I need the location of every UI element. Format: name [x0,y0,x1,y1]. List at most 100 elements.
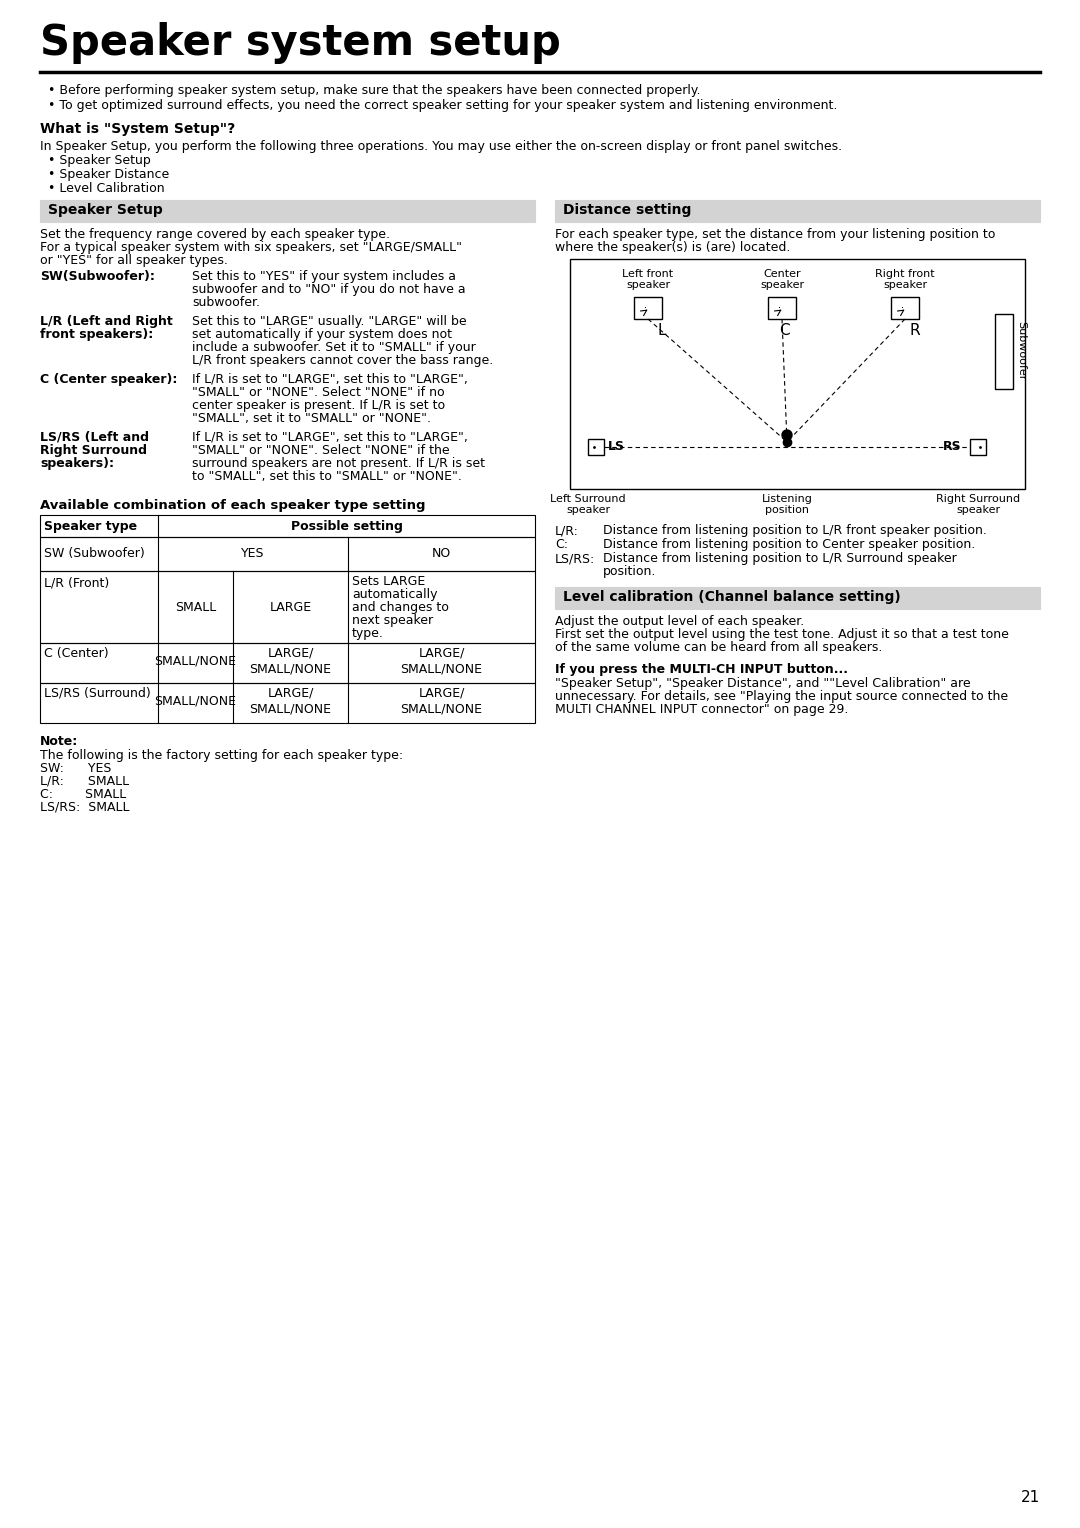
Text: automatically: automatically [352,588,437,601]
Text: SW:      YES: SW: YES [40,762,111,775]
Text: For each speaker type, set the distance from your listening position to: For each speaker type, set the distance … [555,228,996,241]
Text: Distance setting: Distance setting [563,203,691,217]
Text: • Speaker Distance: • Speaker Distance [48,168,170,180]
Text: If L/R is set to "LARGE", set this to "LARGE",: If L/R is set to "LARGE", set this to "L… [192,373,468,387]
Bar [768,296,796,319]
Text: of the same volume can be heard from all speakers.: of the same volume can be heard from all… [555,642,882,654]
Text: type.: type. [352,626,383,640]
Text: include a subwoofer. Set it to "SMALL" if your: include a subwoofer. Set it to "SMALL" i… [192,341,476,354]
Text: Speaker Setup: Speaker Setup [48,203,163,217]
Text: Right Surround: Right Surround [40,445,147,457]
Text: LARGE/
SMALL/NONE: LARGE/ SMALL/NONE [401,688,483,715]
Text: Left front: Left front [622,269,674,280]
Text: SW(Subwoofer):: SW(Subwoofer): [40,270,154,283]
Text: Level calibration (Channel balance setting): Level calibration (Channel balance setti… [563,590,901,604]
Text: LS/RS (Left and: LS/RS (Left and [40,431,149,445]
Bar [555,587,1040,610]
Text: MULTI CHANNEL INPUT connector" on page 29.: MULTI CHANNEL INPUT connector" on page 2… [555,703,849,717]
Text: surround speakers are not present. If L/R is set: surround speakers are not present. If L/… [192,457,485,471]
Text: or "YES" for all speaker types.: or "YES" for all speaker types. [40,254,228,267]
Text: Set this to "LARGE" usually. "LARGE" will be: Set this to "LARGE" usually. "LARGE" wil… [192,315,467,329]
Text: Note:: Note: [40,735,78,749]
Text: Set this to "YES" if your system includes a: Set this to "YES" if your system include… [192,270,456,283]
Text: SW (Subwoofer): SW (Subwoofer) [44,547,145,559]
Text: Right front: Right front [875,269,935,280]
Text: C:: C: [555,538,568,552]
Bar [40,643,535,683]
Text: If you press the MULTI-CH INPUT button...: If you press the MULTI-CH INPUT button..… [555,663,848,675]
Text: speakers):: speakers): [40,457,114,471]
Text: Subwoofer: Subwoofer [1016,321,1026,380]
Text: front speakers):: front speakers): [40,329,153,341]
Text: set automatically if your system does not: set automatically if your system does no… [192,329,453,341]
Text: speaker: speaker [883,280,927,290]
Bar [40,571,535,643]
Text: Center: Center [764,269,800,280]
Text: YES: YES [241,547,265,559]
Bar [40,200,535,222]
Text: Distance from listening position to L/R Surround speaker: Distance from listening position to L/R … [603,552,957,565]
Bar [40,515,535,536]
Text: LS/RS (Surround): LS/RS (Surround) [44,688,151,700]
Text: NO: NO [432,547,451,559]
Text: to "SMALL", set this to "SMALL" or "NONE".: to "SMALL", set this to "SMALL" or "NONE… [192,471,462,483]
Text: Distance from listening position to L/R front speaker position.: Distance from listening position to L/R … [603,524,987,536]
Text: First set the output level using the test tone. Adjust it so that a test tone: First set the output level using the tes… [555,628,1009,642]
Text: C (Center): C (Center) [44,646,109,660]
Text: subwoofer.: subwoofer. [192,296,260,309]
Text: SMALL/NONE: SMALL/NONE [154,656,237,668]
Text: C: C [779,322,789,338]
Bar [570,260,1025,489]
Text: R: R [909,322,920,338]
Text: position: position [765,504,809,515]
Text: "SMALL" or "NONE". Select "NONE" if no: "SMALL" or "NONE". Select "NONE" if no [192,387,445,399]
Text: and changes to: and changes to [352,601,449,614]
Bar [588,439,604,455]
Text: Distance from listening position to Center speaker position.: Distance from listening position to Cent… [603,538,975,552]
Bar [995,313,1013,390]
Text: speaker: speaker [566,504,610,515]
Bar [634,296,662,319]
Text: Left Surround: Left Surround [550,494,625,504]
Text: Speaker type: Speaker type [44,520,137,533]
Circle shape [782,429,792,440]
Text: What is "System Setup"?: What is "System Setup"? [40,122,235,136]
Text: L/R:: L/R: [555,524,579,536]
Text: LARGE/
SMALL/NONE: LARGE/ SMALL/NONE [249,646,332,675]
Text: Right Surround: Right Surround [936,494,1021,504]
Text: LS/RS:: LS/RS: [555,552,595,565]
Text: speaker: speaker [956,504,1000,515]
Bar [891,296,919,319]
Text: Sets LARGE: Sets LARGE [352,575,426,588]
Text: Speaker system setup: Speaker system setup [40,21,561,64]
Text: LARGE: LARGE [269,601,311,614]
Text: "SMALL", set it to "SMALL" or "NONE".: "SMALL", set it to "SMALL" or "NONE". [192,413,431,425]
Bar [40,536,535,571]
Text: Listening: Listening [761,494,812,504]
Text: LS/RS:  SMALL: LS/RS: SMALL [40,801,130,814]
Text: "SMALL" or "NONE". Select "NONE" if the: "SMALL" or "NONE". Select "NONE" if the [192,445,449,457]
Text: L: L [658,322,666,338]
Text: center speaker is present. If L/R is set to: center speaker is present. If L/R is set… [192,399,445,413]
Text: position.: position. [603,565,657,578]
Text: Adjust the output level of each speaker.: Adjust the output level of each speaker. [555,614,805,628]
Bar [970,439,986,455]
Text: subwoofer and to "NO" if you do not have a: subwoofer and to "NO" if you do not have… [192,283,465,296]
Text: In Speaker Setup, you perform the following three operations. You may use either: In Speaker Setup, you perform the follow… [40,141,842,153]
Text: SMALL: SMALL [175,601,216,614]
Text: L/R (Left and Right: L/R (Left and Right [40,315,173,329]
Text: LS: LS [608,440,625,452]
Text: C (Center speaker):: C (Center speaker): [40,373,177,387]
Text: LARGE/
SMALL/NONE: LARGE/ SMALL/NONE [401,646,483,675]
Text: • Before performing speaker system setup, make sure that the speakers have been : • Before performing speaker system setup… [48,84,701,96]
Text: SMALL/NONE: SMALL/NONE [154,695,237,707]
Bar [40,683,535,723]
Text: L/R (Front): L/R (Front) [44,576,109,588]
Text: unnecessary. For details, see "Playing the input source connected to the: unnecessary. For details, see "Playing t… [555,691,1008,703]
Text: • Speaker Setup: • Speaker Setup [48,154,151,167]
Text: LARGE/
SMALL/NONE: LARGE/ SMALL/NONE [249,688,332,715]
Text: The following is the factory setting for each speaker type:: The following is the factory setting for… [40,749,403,762]
Text: For a typical speaker system with six speakers, set "LARGE/SMALL": For a typical speaker system with six sp… [40,241,462,254]
Text: Set the frequency range covered by each speaker type.: Set the frequency range covered by each … [40,228,390,241]
Text: RS: RS [943,440,961,452]
